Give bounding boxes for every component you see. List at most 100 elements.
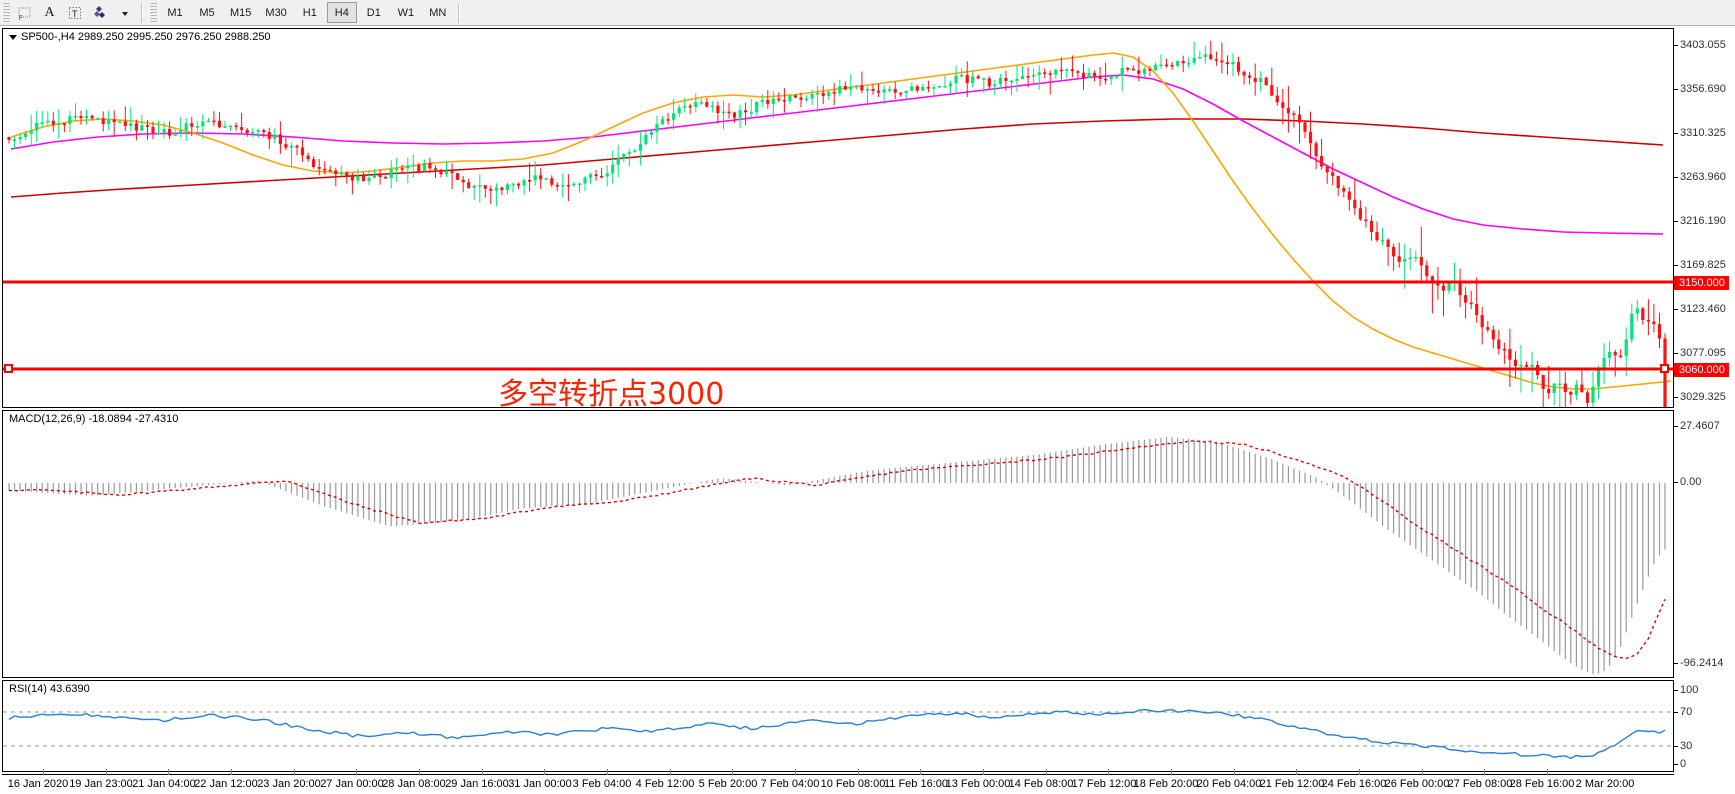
candle-body: [1142, 69, 1146, 74]
macd-axis[interactable]: 27.4607 0.00 -96.2414: [1674, 410, 1735, 678]
ma-mid-magenta-line: [10, 74, 1664, 235]
time-separator: [1108, 769, 1109, 775]
price-pane[interactable]: SP500-,H4 2989.250 2995.250 2976.250 298…: [2, 28, 1674, 408]
candle-body: [876, 90, 881, 93]
rsi-pane-label: RSI(14) 43.6390: [9, 683, 90, 695]
candle-body: [1320, 156, 1324, 167]
macd-pane[interactable]: MACD(12,26,9) -18.0894 -27.4310: [2, 410, 1674, 678]
time-label: 14 Feb 08:00: [1008, 778, 1074, 790]
candle-body: [1347, 191, 1351, 200]
dropdown-arrow-icon[interactable]: [113, 2, 136, 24]
timeframe-h1[interactable]: H1: [302, 6, 317, 19]
timeframe-grip[interactable]: [149, 2, 157, 23]
candle-body: [395, 168, 399, 170]
candle-body: [190, 123, 194, 127]
candle-body: [1397, 256, 1401, 262]
candle-body: [168, 129, 172, 136]
candle-body: [1414, 257, 1418, 259]
candle-body: [1425, 265, 1429, 277]
candle-body: [162, 129, 166, 133]
candle-body: [12, 139, 17, 141]
candle-body: [1270, 85, 1274, 96]
candle-body: [284, 144, 288, 148]
timeframe-mn[interactable]: MN: [429, 6, 447, 19]
candle-body: [295, 145, 299, 148]
candle-body: [721, 111, 726, 114]
indicators-icon[interactable]: [88, 2, 111, 24]
candle-body: [228, 125, 233, 128]
toolbar-grip[interactable]: [2, 2, 10, 23]
candle-body: [1585, 392, 1590, 403]
candle-body: [1292, 113, 1296, 115]
macd-tick-274607: 27.4607: [1674, 420, 1720, 432]
candle-body: [1198, 56, 1202, 59]
ma-slow-red-line: [10, 118, 1664, 198]
candle-body: [1308, 131, 1313, 144]
candle-body: [1137, 70, 1141, 74]
candle-body: [771, 98, 775, 104]
candle-body: [677, 107, 681, 114]
chart-container[interactable]: SP500-,H4 2989.250 2995.250 2976.250 298…: [0, 26, 1735, 794]
timeframe-m15[interactable]: M15: [230, 6, 252, 19]
candle-body: [804, 98, 809, 101]
level-anchor-3060: [4, 364, 13, 373]
candle-body: [1231, 62, 1235, 65]
price-tick-3310-325: 3310.325: [1674, 127, 1726, 139]
crosshair-icon[interactable]: F: [13, 2, 36, 24]
timeframe-w1[interactable]: W1: [397, 6, 415, 19]
price-axis[interactable]: 3403.055 3356.690 3310.325 3263.960 3216.190…: [1674, 28, 1735, 579]
candle-body: [550, 178, 554, 185]
candle-body: [838, 86, 842, 94]
candle-body: [954, 75, 958, 84]
candle-body: [7, 137, 11, 140]
candle-body: [644, 134, 648, 145]
candle-body: [378, 175, 382, 178]
time-label: 27 Jan 00:00: [320, 778, 384, 790]
timeframe-h4[interactable]: H4: [326, 2, 357, 23]
candle-body: [1325, 166, 1329, 173]
candle-body: [350, 175, 354, 181]
candle-body: [361, 175, 366, 182]
time-label: 16 Jan 2020: [7, 778, 69, 790]
time-axis[interactable]: 16 Jan 2020 19 Jan 23:00 21 Jan 04:00 22 Ja…: [2, 769, 1674, 794]
collapse-triangle-icon[interactable]: [9, 34, 17, 40]
text-box-icon[interactable]: T: [63, 2, 86, 24]
candle-body: [433, 168, 438, 170]
timeframe-m5[interactable]: M5: [199, 6, 215, 19]
candle-body: [1619, 355, 1623, 358]
candle-body: [505, 184, 510, 190]
candle-body: [1403, 259, 1407, 262]
time-separator: [920, 769, 921, 775]
candle-body: [688, 105, 692, 108]
candle-body: [655, 124, 659, 132]
candle-body: [206, 120, 210, 123]
candle-body: [251, 131, 255, 134]
candle-body: [1020, 76, 1025, 79]
candle-body: [57, 123, 61, 125]
rsi-pane[interactable]: RSI(14) 43.6390: [2, 680, 1674, 772]
text-label-icon[interactable]: A: [44, 4, 55, 20]
candle-body: [1104, 78, 1108, 81]
time-separator: [1422, 769, 1423, 775]
rsi-axis[interactable]: 100 70 30 0: [1674, 680, 1735, 772]
candle-body: [317, 167, 321, 169]
timeframe-m1[interactable]: M1: [167, 6, 183, 19]
time-label: 18 Feb 20:00: [1133, 778, 1199, 790]
candle-body: [201, 121, 205, 127]
candle-body: [893, 89, 897, 93]
time-label: 26 Feb 00:00: [1384, 778, 1450, 790]
candle-body: [1076, 71, 1080, 73]
candle-body: [1126, 68, 1130, 70]
candle-body: [588, 174, 593, 178]
candle-body: [528, 180, 532, 182]
candle-body: [1015, 79, 1019, 81]
candle-body: [1608, 351, 1612, 358]
timeframe-m30[interactable]: M30: [265, 6, 287, 19]
candle-body: [561, 184, 565, 187]
time-separator: [670, 769, 671, 775]
timeframe-d1[interactable]: D1: [366, 6, 381, 19]
candle-body: [699, 102, 703, 104]
candle-body: [334, 170, 338, 175]
price-tick-3356-690: 3356.690: [1674, 83, 1726, 95]
candle-body: [24, 133, 28, 137]
